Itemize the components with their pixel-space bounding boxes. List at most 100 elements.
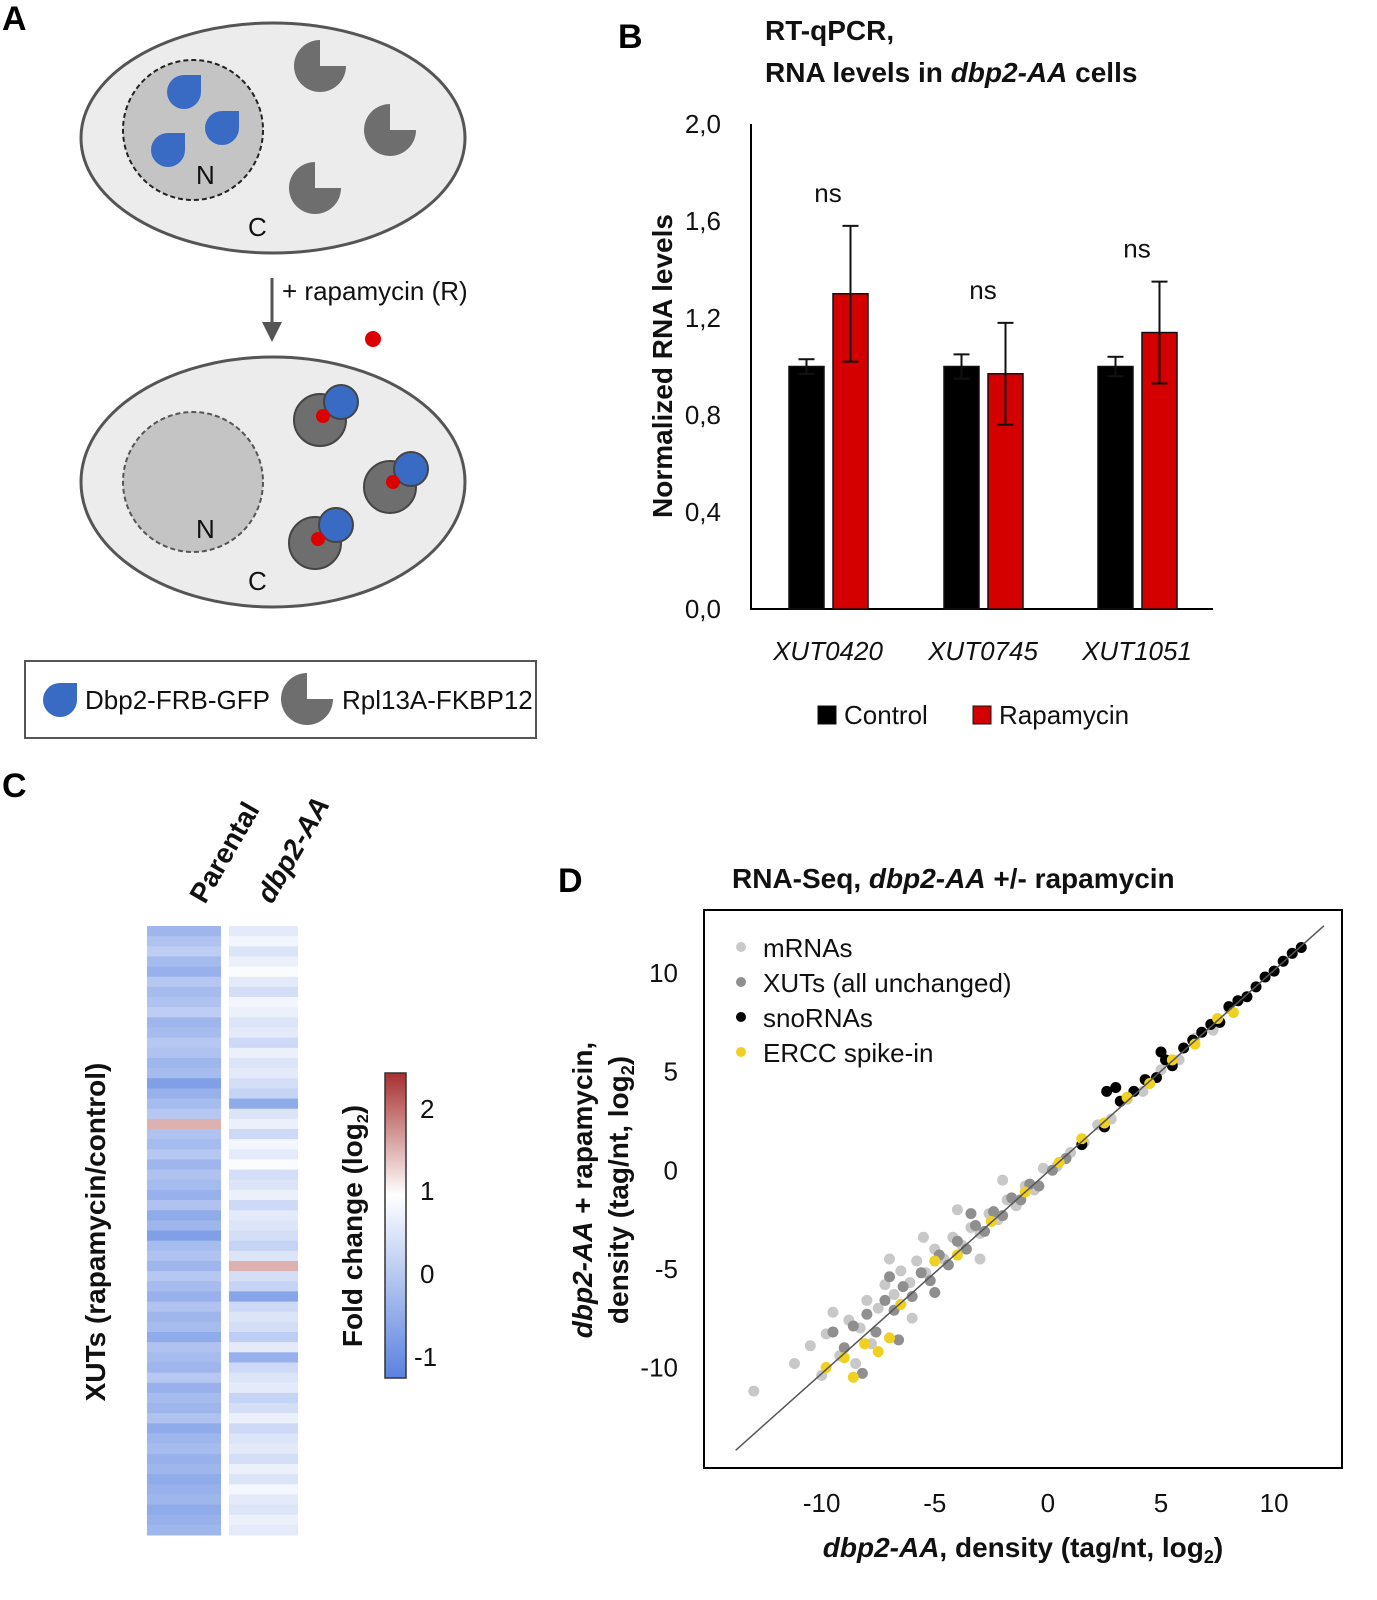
heatmap-cell — [147, 1250, 221, 1262]
heatmap-cell — [147, 1352, 221, 1363]
heatmap-cell — [147, 1129, 221, 1140]
heatmap-cell — [147, 1057, 221, 1069]
heatmap-cell — [229, 1037, 298, 1049]
heatmap-cell — [229, 1027, 298, 1039]
nucleus-label: N — [196, 514, 215, 544]
cytoplasm-label: C — [248, 212, 267, 242]
data-point-mrnas — [974, 1253, 986, 1265]
data-point-xuts — [965, 1208, 977, 1220]
data-point-xuts — [951, 1235, 963, 1247]
heatmap-cell — [229, 1179, 298, 1191]
column-label-dbp2-aa: dbp2-AA — [250, 791, 335, 908]
heatmap-cell — [147, 1413, 221, 1424]
legend-label: XUTs (all unchanged) — [763, 968, 1012, 998]
heatmap-cell — [229, 1078, 298, 1089]
heatmap-cell — [229, 1108, 298, 1120]
heatmap-cell — [229, 1017, 298, 1028]
heatmap-cell — [147, 936, 221, 947]
heatmap-cell — [229, 1210, 298, 1221]
heatmap-cell — [229, 997, 298, 1008]
data-point-snornas — [1196, 1026, 1208, 1038]
data-point-mrnas — [888, 1288, 900, 1300]
data-point-snornas — [1101, 1085, 1113, 1097]
data-point-snornas — [1110, 1081, 1122, 1093]
data-point-ercc — [1121, 1091, 1133, 1103]
legend-label: snoRNAs — [763, 1003, 873, 1033]
legend-label: Control — [844, 700, 928, 730]
y-tick-label: -10 — [640, 1352, 678, 1382]
heatmap-cell — [147, 1118, 221, 1130]
heatmap-cell — [147, 976, 221, 988]
heatmap-cell — [147, 1230, 221, 1242]
heatmap-cell — [229, 1301, 298, 1313]
heatmap-cell — [147, 1514, 221, 1526]
heatmap-cell — [229, 1311, 298, 1323]
y-axis-label: XUTs (rapamycin/control) — [80, 1063, 111, 1402]
nucleus-after — [122, 411, 264, 553]
data-point-xuts — [906, 1290, 918, 1302]
heatmap-cell — [229, 1068, 298, 1079]
data-point-xuts — [838, 1342, 850, 1354]
heatmap-cell — [229, 946, 298, 957]
heatmap-cell — [147, 1017, 221, 1028]
data-point-mrnas — [951, 1204, 963, 1216]
data-point-xuts — [1006, 1192, 1018, 1204]
heatmap-cell — [147, 1088, 221, 1100]
heatmap-cell — [147, 1220, 221, 1231]
legend-marker — [736, 1012, 746, 1022]
y-tick-label: 0,4 — [685, 497, 721, 527]
heatmap-cell — [147, 1240, 221, 1252]
significance-label: ns — [1123, 234, 1150, 264]
y-tick-label: 2,0 — [685, 109, 721, 139]
heatmap-cell — [229, 1098, 298, 1110]
data-point-ercc — [1076, 1133, 1088, 1145]
data-point-ercc — [838, 1352, 850, 1364]
legend-marker — [736, 942, 746, 952]
heatmap-cell — [147, 1362, 221, 1374]
panel-label-b: B — [618, 18, 643, 56]
data-point-ercc — [929, 1255, 941, 1267]
heatmap-cell — [147, 946, 221, 957]
heatmap-cell — [229, 1007, 298, 1018]
legend-marker — [736, 977, 746, 987]
data-point-mrnas — [861, 1294, 873, 1306]
treatment-label: + rapamycin (R) — [282, 276, 468, 306]
heatmap-cell — [147, 1281, 221, 1292]
heatmap-cell — [229, 1423, 298, 1434]
chart-title: RNA-Seq, dbp2-AA +/- rapamycin — [732, 863, 1175, 894]
heatmap-cell — [229, 1200, 298, 1211]
data-point-ercc — [884, 1332, 896, 1344]
heatmap-cell — [147, 1494, 221, 1506]
heatmap-cell — [147, 1433, 221, 1445]
data-point-mrnas — [804, 1340, 816, 1352]
data-point-xuts — [969, 1219, 981, 1231]
diagonal-line — [735, 925, 1325, 1451]
panel-b-chart: RT-qPCR, RNA levels in dbp2-AA cells Nor… — [647, 15, 1213, 730]
legend-swatch — [972, 705, 992, 725]
data-point-ercc — [1144, 1078, 1156, 1090]
complex-icon — [363, 451, 429, 514]
data-point-xuts — [1033, 1180, 1045, 1192]
x-tick-label: 10 — [1260, 1488, 1289, 1518]
panel-label-d: D — [558, 862, 583, 900]
legend-rpl13a: Rpl13A-FKBP12 — [342, 685, 533, 715]
data-point-ercc — [859, 1338, 871, 1350]
heatmap-cell — [147, 1311, 221, 1323]
panel-label-c: C — [2, 767, 27, 805]
heatmap-cell — [147, 1068, 221, 1079]
colorbar-tick: 1 — [420, 1176, 434, 1206]
data-point-xuts — [861, 1308, 873, 1320]
heatmap-cell — [147, 1027, 221, 1039]
heatmap-cell — [147, 1392, 221, 1404]
y-tick-label: -5 — [655, 1254, 678, 1284]
heatmap-cell — [147, 1524, 221, 1536]
heatmap-cell — [229, 1260, 298, 1272]
significance-label: ns — [814, 178, 841, 208]
data-point-ercc — [1189, 1038, 1201, 1050]
data-point-xuts — [915, 1267, 927, 1279]
heatmap-cell — [229, 1484, 298, 1495]
bar-control — [1097, 365, 1134, 610]
legend-dbp2: Dbp2-FRB-GFP — [85, 685, 270, 715]
data-point-mrnas — [997, 1174, 1009, 1186]
